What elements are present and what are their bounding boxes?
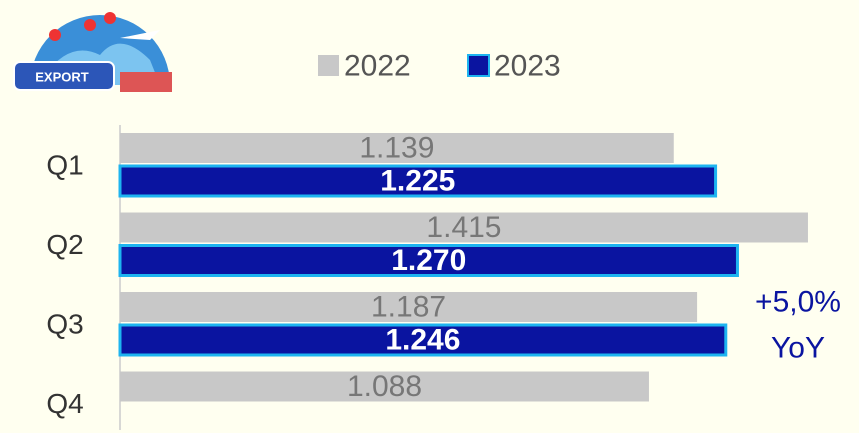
pin [104,12,116,24]
value-label: 1.270 [391,244,466,277]
value-label: 1.225 [380,165,455,198]
pin [49,29,61,41]
category-label: Q4 [46,388,83,419]
category-label: Q1 [46,150,83,181]
pin [84,19,96,31]
annotation: +5,0% [755,286,841,319]
legend-label: 2022 [344,50,411,83]
value-label: 1.088 [347,370,422,403]
export-icon: EXPORT [14,12,172,92]
value-label: 1.187 [371,291,446,324]
legend-swatch [468,55,489,76]
value-label: 1.246 [385,324,460,357]
containers [120,72,172,92]
legend-label: 2023 [494,50,561,83]
chart: EXPORT 2022 2023 Q1 1.1391.225 Q2 1.4151.270 Q… [0,0,859,433]
category-label: Q2 [46,229,83,260]
category-label: Q3 [46,309,83,340]
value-label: 1.139 [359,132,434,165]
value-label: 1.415 [426,211,501,244]
annotation: YoY [771,332,825,365]
export-label: EXPORT [35,70,89,85]
legend-swatch [318,55,339,76]
